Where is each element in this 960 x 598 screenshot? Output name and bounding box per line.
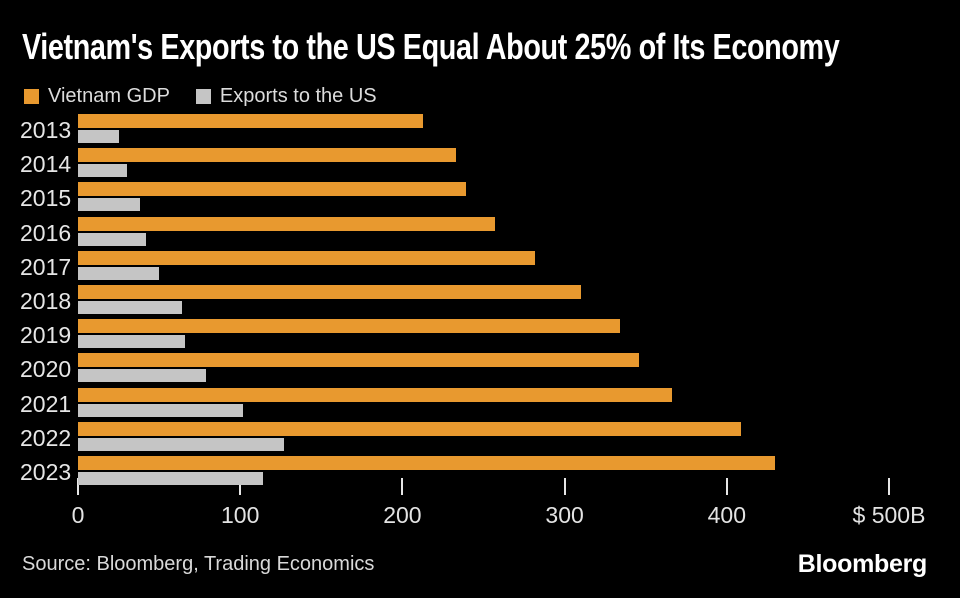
bars-group xyxy=(78,216,889,251)
exports-bar xyxy=(78,300,182,314)
exports-bar xyxy=(78,471,263,485)
year-label: 2015 xyxy=(20,185,72,212)
year-label: 2014 xyxy=(20,151,72,178)
gdp-bar xyxy=(78,182,466,197)
chart-row-2023: 2023 xyxy=(20,455,940,490)
bars-group xyxy=(78,421,889,456)
gdp-bar xyxy=(78,148,456,163)
axis-tick xyxy=(401,478,404,495)
legend: Vietnam GDP Exports to the US xyxy=(24,85,377,108)
axis-tick xyxy=(77,478,79,495)
chart-row-2018: 2018 xyxy=(20,284,940,319)
exports-bar xyxy=(78,369,207,383)
legend-item-exports: Exports to the US xyxy=(195,85,377,108)
axis-tick xyxy=(725,478,728,495)
bars-group xyxy=(78,387,889,422)
chart-row-2022: 2022 xyxy=(20,421,940,456)
year-label: 2023 xyxy=(20,458,72,485)
bar-chart: 2013 2014 2015 2016 2017 2018 2019 2020 2021 2022… xyxy=(20,114,940,490)
bars-group xyxy=(78,250,889,285)
axis-tick-label: 400 xyxy=(707,502,746,528)
exports-bar xyxy=(78,437,284,451)
axis-tick-label: 0 xyxy=(71,502,85,528)
year-label: 2017 xyxy=(20,253,72,280)
gdp-bar xyxy=(78,455,776,470)
gdp-bar xyxy=(78,114,424,128)
gdp-bar xyxy=(78,284,581,299)
source-note: Source: Bloomberg, Trading Economics xyxy=(22,553,375,575)
gdp-bar xyxy=(78,353,640,368)
year-label: 2019 xyxy=(20,322,72,349)
chart-row-2017: 2017 xyxy=(20,250,940,285)
year-label: 2022 xyxy=(20,424,72,451)
axis-tick xyxy=(239,478,242,495)
chart-row-2013: 2013 xyxy=(20,114,940,148)
exports-bar xyxy=(78,198,140,212)
legend-label-exports: Exports to the US xyxy=(219,85,377,107)
year-label: 2018 xyxy=(20,287,72,314)
bloomberg-logo: Bloomberg xyxy=(797,550,928,578)
axis-tick-label: $ 500B xyxy=(852,502,926,528)
legend-item-gdp: Vietnam GDP xyxy=(24,85,170,108)
bars-group xyxy=(78,319,889,353)
gdp-bar xyxy=(78,421,742,436)
axis-tick-label: 100 xyxy=(221,502,260,528)
exports-bar xyxy=(78,266,160,280)
chart-row-2016: 2016 xyxy=(20,216,940,251)
bars-group xyxy=(78,284,889,319)
axis-tick xyxy=(563,478,566,495)
chart-title: Vietnam's Exports to the US Equal About … xyxy=(22,26,840,67)
chart-row-2019: 2019 xyxy=(20,319,940,353)
gdp-bar xyxy=(78,216,495,231)
exports-bar xyxy=(78,164,127,178)
year-label: 2016 xyxy=(20,219,72,246)
legend-label-gdp: Vietnam GDP xyxy=(48,85,170,107)
axis-tick xyxy=(888,478,890,495)
exports-bar xyxy=(78,403,244,417)
chart-row-2021: 2021 xyxy=(20,387,940,422)
exports-swatch-icon xyxy=(195,89,211,104)
bars-group xyxy=(78,182,889,216)
bars-group xyxy=(78,148,889,182)
gdp-bar xyxy=(78,319,620,334)
chart-row-2015: 2015 xyxy=(20,182,940,216)
gdp-bar xyxy=(78,250,536,265)
x-axis: 0 100 200 300 400 $ 500B xyxy=(72,478,925,538)
exports-bar xyxy=(78,232,147,246)
bars-group xyxy=(78,353,889,387)
axis-tick-label: 300 xyxy=(545,502,584,528)
exports-bar xyxy=(78,130,119,143)
gdp-swatch-icon xyxy=(24,89,39,104)
exports-bar xyxy=(78,335,186,349)
year-label: 2013 xyxy=(20,117,72,143)
bars-group xyxy=(78,114,889,148)
year-label: 2020 xyxy=(20,356,72,383)
gdp-bar xyxy=(78,387,672,402)
year-label: 2021 xyxy=(20,390,72,417)
bars-group xyxy=(78,455,889,490)
chart-row-2020: 2020 xyxy=(20,353,940,387)
chart-row-2014: 2014 xyxy=(20,148,940,182)
axis-tick-label: 200 xyxy=(383,502,422,528)
